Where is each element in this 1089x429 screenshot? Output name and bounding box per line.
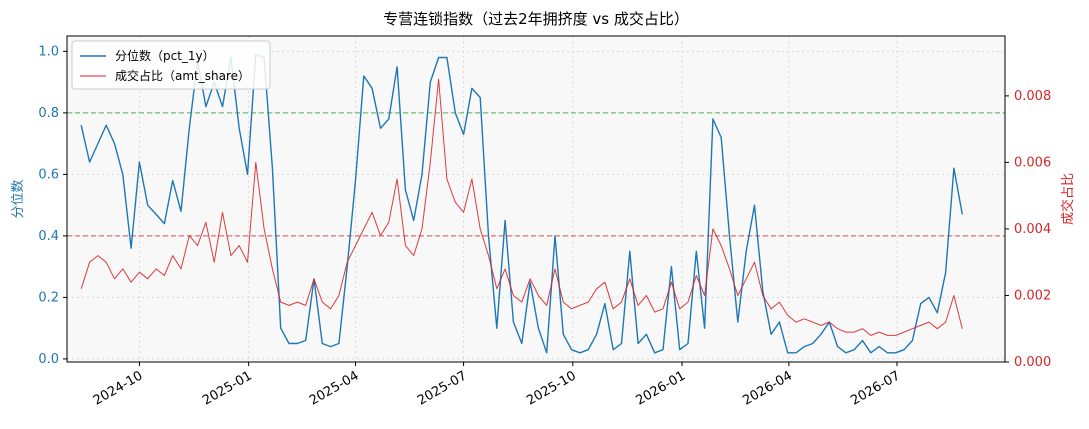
- legend-box: [71, 40, 271, 90]
- plot-area: [67, 36, 1005, 362]
- legend-label-pct: 分位数（pct_1y）: [115, 48, 215, 63]
- right-tick-label: 0.008: [1014, 89, 1051, 104]
- left-axis: 0.0 0.2 0.4 0.6 0.8 1.0: [38, 44, 67, 367]
- left-tick-label: 0.2: [38, 290, 59, 305]
- right-tick-label: 0.006: [1014, 155, 1051, 170]
- left-axis-label: 分位数: [11, 179, 26, 218]
- right-tick-label: 0.002: [1014, 288, 1051, 303]
- left-tick-label: 0.8: [38, 106, 59, 121]
- right-axis-label: 成交占比: [1060, 173, 1076, 225]
- left-tick-label: 1.0: [38, 44, 59, 59]
- legend: 分位数（pct_1y） 成交占比（amt_share）: [71, 40, 271, 90]
- series-line-amt: [80, 78, 963, 336]
- right-tick-label: 0.000: [1014, 355, 1051, 370]
- right-tick-label: 0.004: [1014, 222, 1051, 237]
- legend-label-amt: 成交占比（amt_share）: [115, 68, 250, 83]
- plot-frame: [66, 35, 1006, 363]
- left-tick-label: 0.6: [38, 167, 59, 182]
- left-tick-label: 0.0: [38, 352, 59, 367]
- chart-title: 专营连锁指数（过去2年拥挤度 vs 成交占比）: [383, 10, 689, 28]
- left-tick-label: 0.4: [38, 229, 59, 244]
- right-axis: 0.000 0.002 0.004 0.006 0.008: [1005, 89, 1051, 370]
- reference-lines: [67, 112, 1005, 237]
